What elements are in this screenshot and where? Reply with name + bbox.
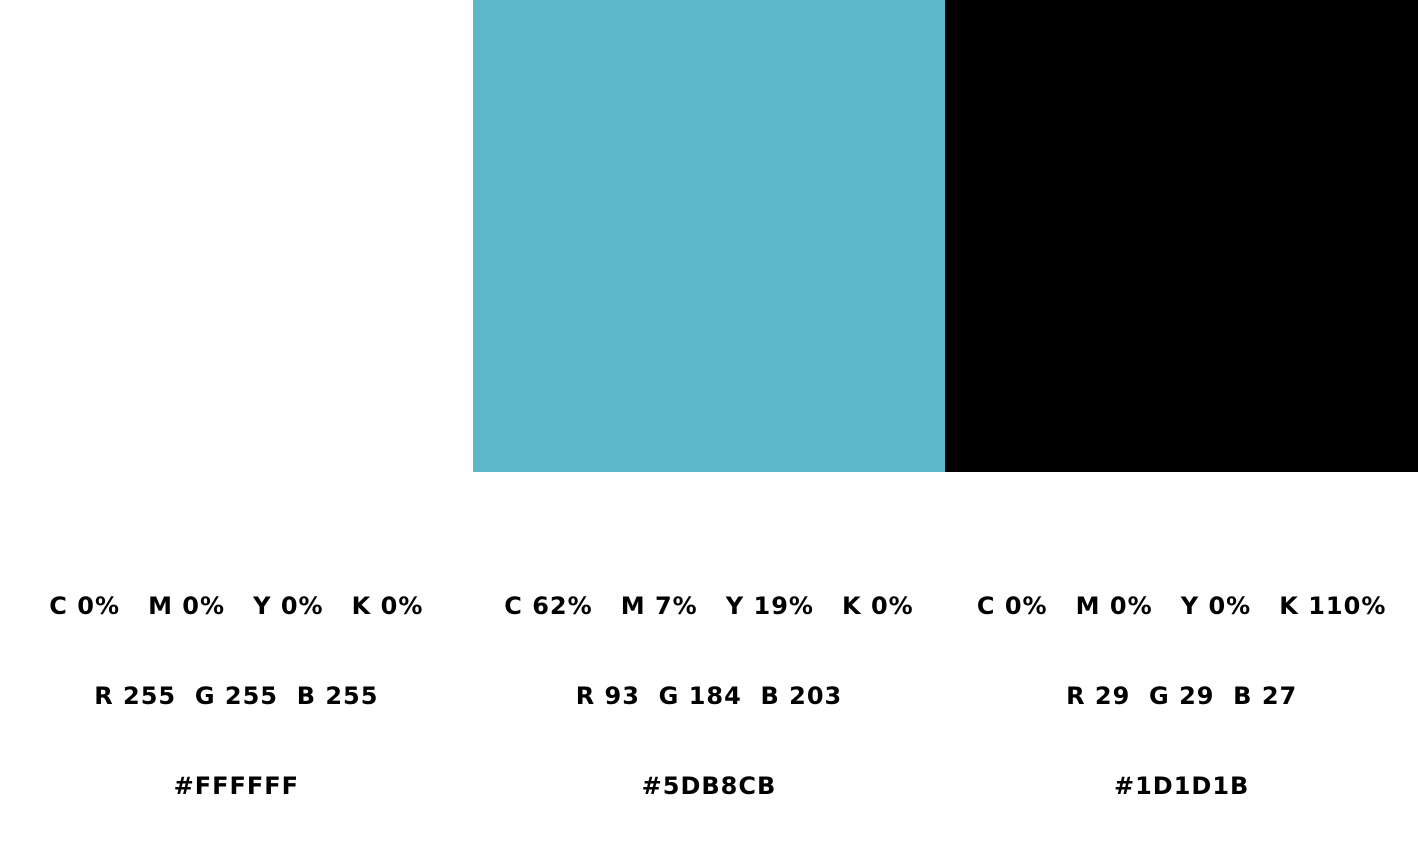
swatch-blue: C 62% M 7% Y 19% K 0% R 93 G 184 B 203 #…	[472, 0, 946, 800]
cmyk-label: C 62% M 7% Y 19% K 0%	[504, 592, 914, 620]
cmyk-label: C 0% M 0% Y 0% K 0%	[49, 592, 424, 620]
color-swatch	[0, 0, 473, 472]
hex-label: #1D1D1B	[1113, 772, 1250, 800]
swatch-labels: C 0% M 0% Y 0% K 0% R 255 G 255 B 255 #F…	[0, 531, 473, 861]
rgb-label: R 93 G 184 B 203	[575, 682, 843, 710]
hex-label: #FFFFFF	[173, 772, 300, 800]
swatch-black: C 0% M 0% Y 0% K 110% R 29 G 29 B 27 #1D…	[945, 0, 1418, 800]
rgb-label: R 255 G 255 B 255	[94, 682, 379, 710]
color-swatch	[472, 0, 946, 472]
swatch-labels: C 62% M 7% Y 19% K 0% R 93 G 184 B 203 #…	[473, 531, 946, 861]
swatch-labels: C 0% M 0% Y 0% K 110% R 29 G 29 B 27 #1D…	[945, 531, 1418, 861]
rgb-label: R 29 G 29 B 27	[1066, 682, 1298, 710]
hex-label: #5DB8CB	[641, 772, 777, 800]
swatch-white: C 0% M 0% Y 0% K 0% R 255 G 255 B 255 #F…	[0, 0, 473, 800]
color-palette: C 0% M 0% Y 0% K 0% R 255 G 255 B 255 #F…	[0, 0, 1418, 800]
cmyk-label: C 0% M 0% Y 0% K 110%	[976, 592, 1387, 620]
color-swatch	[945, 0, 1418, 472]
